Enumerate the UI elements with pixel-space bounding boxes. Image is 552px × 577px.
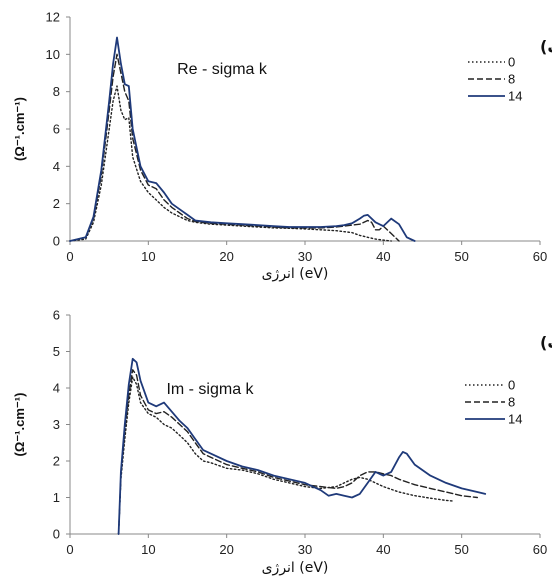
y-axis-label: (Ω⁻¹.cm⁻¹) [12,97,27,161]
legend-label-14: 14 [508,412,522,427]
y-tick-label: 2 [53,196,60,211]
x-tick-label: 10 [141,249,155,264]
y-tick-label: 0 [53,527,60,542]
y-tick-label: 4 [53,159,60,174]
legend-label-0: 0 [508,378,515,393]
x-tick-label: 0 [66,542,73,557]
series-line-8 [69,53,400,242]
series-line-0 [117,376,455,535]
panel-label: (ب) [540,333,552,352]
series-line-14 [69,36,416,242]
y-tick-label: 1 [53,490,60,505]
chart-title: Im - sigma k [166,381,254,398]
x-tick-label: 60 [533,542,547,557]
y-tick-label: 0 [53,234,60,249]
y-tick-label: 8 [53,84,60,99]
x-axis-label: انرژی (eV) [262,560,329,576]
x-tick-label: 30 [298,249,312,264]
series-line-14 [117,357,487,535]
series-line-8 [117,369,478,535]
x-tick-label: 10 [141,542,155,557]
y-tick-label: 5 [53,344,60,359]
legend-label-8: 8 [508,395,515,410]
chart-title: Re - sigma k [177,61,268,78]
y-tick-label: 4 [53,381,60,396]
legend-label-14: 14 [508,89,522,104]
legend-label-8: 8 [508,72,515,87]
series-line-0 [69,85,392,242]
x-tick-label: 20 [219,249,233,264]
x-tick-label: 0 [66,249,73,264]
y-tick-label: 3 [53,417,60,432]
y-tick-label: 10 [46,47,60,62]
y-tick-label: 2 [53,454,60,469]
y-tick-label: 6 [53,308,60,323]
x-tick-label: 20 [219,542,233,557]
x-tick-label: 40 [376,542,390,557]
chart-panel-a: 0 2 4 6 8 10 12 0 10 20 30 40 50 60 (Ω⁻¹.cm⁻¹) انرژی (e… [12,10,552,283]
x-tick-label: 40 [376,249,390,264]
x-tick-label: 50 [454,249,468,264]
x-tick-label: 50 [454,542,468,557]
x-tick-label: 30 [298,542,312,557]
legend-label-0: 0 [508,55,515,70]
y-tick-label: 12 [46,10,60,25]
panel-label: (الف) [540,37,552,56]
y-axis-label: (Ω⁻¹.cm⁻¹) [12,393,27,457]
x-tick-label: 60 [533,249,547,264]
y-tick-label: 6 [53,122,60,137]
x-axis-label: انرژی (eV) [262,266,329,282]
